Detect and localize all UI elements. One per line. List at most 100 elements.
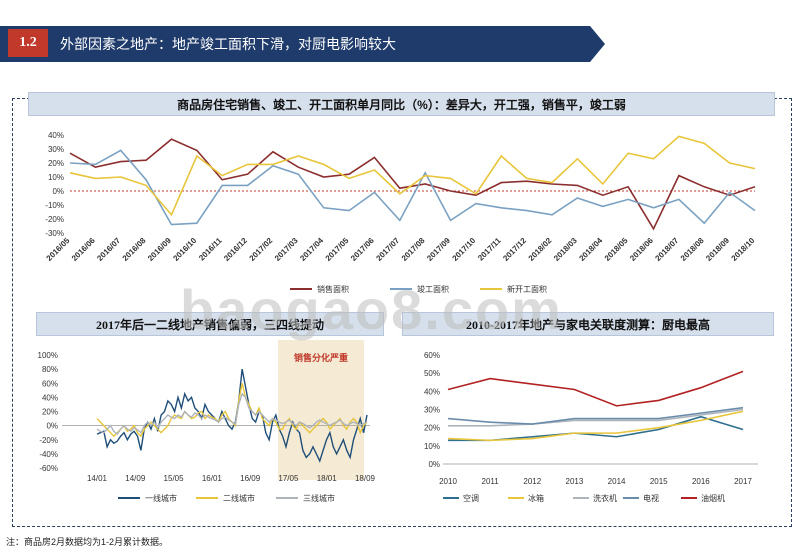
- chart3-y-tick-label: 50%: [424, 369, 440, 378]
- chart1-title: 商品房住宅销售、竣工、开工面积单月同比（%）：差异大，开工强，销售平，竣工弱: [28, 92, 775, 116]
- chart3-legend-label: 冰箱: [528, 493, 544, 503]
- chart3-x-tick-label: 2012: [523, 477, 541, 486]
- chart1-x-tick-label: 2018/03: [552, 236, 579, 263]
- chart2-legend-label: 一线城市: [145, 493, 177, 503]
- chart3-y-tick-label: 10%: [424, 442, 440, 451]
- chart3-legend-label: 洗衣机: [593, 493, 617, 503]
- chart1-x-tick-label: 2018/10: [730, 236, 757, 263]
- chart1-x-tick-label: 2017/12: [501, 236, 528, 263]
- chart1-y-tick-label: 30%: [48, 145, 64, 154]
- chart2-x-tick-label: 16/01: [202, 474, 223, 483]
- chart3-x-tick-label: 2010: [439, 477, 457, 486]
- chart2-y-tick-label: 60%: [42, 379, 58, 388]
- chart2-legend-label: 三线城市: [303, 493, 335, 503]
- watermark-text: baogao8.com: [180, 278, 563, 341]
- chart1-x-tick-label: 2018/06: [628, 236, 655, 263]
- chart1-y-tick-label: 20%: [48, 159, 64, 168]
- chart3-x-tick-label: 2014: [608, 477, 626, 486]
- chart3-y-tick-label: 30%: [424, 406, 440, 415]
- chart3-x-tick-label: 2015: [650, 477, 668, 486]
- chart1-legend-label: 竣工面积: [417, 284, 449, 294]
- chart2-y-tick-label: -20%: [39, 436, 58, 445]
- chart3-y-tick-label: 20%: [424, 424, 440, 433]
- chart1-x-tick-label: 2018/08: [679, 236, 706, 263]
- footnote: 注：商品房2月数据均为1-2月累计数据。: [6, 537, 169, 547]
- chart1-legend-label: 销售面积: [317, 284, 349, 294]
- chart3-series-line-2: [448, 408, 744, 427]
- chart1-y-tick-label: -30%: [45, 229, 64, 238]
- chart1-x-tick-label: 2018/09: [704, 236, 731, 263]
- chart3-svg: 60% 50% 40% 30% 20% 10% 0% 2010 2011 2012 2013 2014…: [424, 351, 758, 503]
- chart3-y-tick-label: 60%: [424, 351, 440, 360]
- chart2-legend-label: 二线城市: [223, 493, 255, 503]
- chart2-y-tick-label: 20%: [42, 408, 58, 417]
- chart1-x-tick-label: 2016/07: [95, 236, 122, 263]
- chart3-legend-label: 电视: [643, 493, 659, 503]
- chart1-y-tick-label: -20%: [45, 215, 64, 224]
- header-banner-shape: [0, 26, 605, 62]
- chart3-y-tick-label: 0%: [428, 460, 440, 469]
- chart3-x-tick-label: 2011: [482, 477, 500, 486]
- chart2-y-tick-label: 0%: [46, 422, 58, 431]
- chart2-x-tick-label: 14/09: [125, 474, 146, 483]
- chart1-svg: 40% 30% 20% 10% 0% -10% -20% -30%2016/052016/06…: [45, 131, 757, 294]
- chart2-y-tick-label: 40%: [42, 393, 58, 402]
- chart2-series-line-2: [96, 392, 368, 436]
- chart1-x-tick-label: 2018/02: [527, 236, 554, 263]
- chart3-x-tick-label: 2016: [692, 477, 710, 486]
- chart2-series-line-0: [96, 368, 368, 463]
- chart3-series-line-1: [447, 410, 744, 442]
- chart3-title: 2010-2017年地产与家电关联度测算：厨电最高: [402, 312, 774, 336]
- chart1-x-tick-label: 2016/11: [197, 236, 224, 263]
- chart1-x-tick-label: 2016/06: [70, 236, 97, 263]
- chart3-legend-label: 油烟机: [701, 493, 725, 503]
- chart2-y-tick-label: 80%: [42, 365, 58, 374]
- chart1-x-tick-label: 2018/07: [653, 236, 680, 263]
- chart1-x-tick-label: 2017/04: [298, 236, 325, 263]
- chart2-x-tick-label: 16/09: [240, 474, 261, 483]
- chart1-y-tick-label: 40%: [48, 131, 64, 140]
- chart1-x-tick-label: 2017/10: [451, 236, 478, 263]
- chart1-x-tick-label: 2017/06: [349, 236, 376, 263]
- chart1-series-line-2: [69, 135, 756, 217]
- chart1-x-tick-label: 2018/04: [577, 236, 604, 263]
- chart1-y-tick-label: 0%: [52, 187, 64, 196]
- section-header-bar: [0, 26, 605, 62]
- chart3-series-line-3: [447, 406, 744, 425]
- chart1-x-tick-label: 2017/08: [400, 236, 427, 263]
- chart1-x-tick-label: 2017/09: [425, 236, 452, 263]
- chart2-x-tick-label: 17/05: [278, 474, 299, 483]
- chart1-x-tick-label: 2017/11: [476, 236, 503, 263]
- section-title: 外部因素之地产：地产竣工面积下滑，对厨电影响较大: [60, 36, 396, 52]
- chart1-x-tick-label: 2016/09: [146, 236, 173, 263]
- chart1-x-tick-label: 2017/03: [273, 236, 300, 263]
- chart1-series-line-1: [69, 149, 756, 226]
- chart1-series-line-0: [69, 138, 756, 231]
- chart1-x-tick-label: 2016/12: [222, 236, 249, 263]
- chart3-x-tick-label: 2017: [734, 477, 752, 486]
- chart1-x-tick-label: 2016/08: [121, 236, 148, 263]
- chart3-x-tick-label: 2013: [566, 477, 584, 486]
- chart1-x-tick-label: 2017/02: [248, 236, 275, 263]
- chart1-x-tick-label: 2016/10: [171, 236, 198, 263]
- chart2-y-tick-label: -40%: [39, 450, 58, 459]
- chart2-annotation: 销售分化严重: [294, 352, 348, 363]
- chart2-title: 2017年后一二线地产销售偏弱，三四线提动: [36, 312, 384, 336]
- chart2-svg: 销售分化严重 100% 80% 60% 40% 20% 0% -20% -40% -60% 14/0…: [38, 340, 376, 503]
- chart1-y-tick-label: 10%: [48, 173, 64, 182]
- chart2-x-tick-label: 18/09: [355, 474, 376, 483]
- chart1-x-tick-label: 2017/05: [324, 236, 351, 263]
- chart3-y-tick-label: 40%: [424, 387, 440, 396]
- chart2-x-tick-label: 14/01: [87, 474, 108, 483]
- chart2-y-tick-label: 100%: [38, 351, 58, 360]
- chart1-y-tick-label: -10%: [45, 201, 64, 210]
- chart3-series-line-4: [447, 370, 744, 407]
- section-number-badge: 1.2: [8, 29, 48, 57]
- chart1-legend-label: 新开工面积: [507, 284, 547, 294]
- chart2-y-tick-label: -60%: [39, 464, 58, 473]
- chart1-x-tick-label: 2017/07: [374, 236, 401, 263]
- chart2-x-tick-label: 18/01: [317, 474, 338, 483]
- chart3-legend-label: 空调: [463, 493, 479, 503]
- chart1-x-tick-label: 2016/05: [45, 236, 72, 263]
- chart1-x-tick-label: 2018/05: [603, 236, 630, 263]
